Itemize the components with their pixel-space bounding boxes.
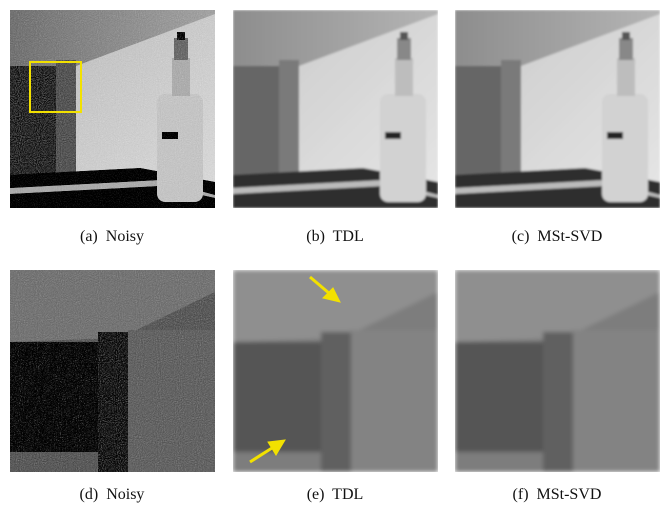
caption: (b) TDL [306,228,363,245]
caption: (d) Noisy [80,486,145,503]
panel-d: (d) Noisy [10,270,215,503]
panel-e: (e) TDL [233,270,438,503]
image-mst-svd [455,10,660,208]
caption: (c) MSt-SVD [512,228,603,245]
figure: (a) Noisy (b) TDL (c) MSt-SVD (d) Noisy … [0,0,660,510]
image-noisy-crop [10,270,215,472]
panel-f: (f) MSt-SVD [455,270,660,503]
caption: (a) Noisy [80,228,144,245]
panel-a: (a) Noisy [10,10,215,245]
caption: (e) TDL [307,486,364,503]
image-noisy [10,10,215,208]
caption: (f) MSt-SVD [513,486,602,503]
panel-b: (b) TDL [233,10,438,245]
image-mst-svd-crop [455,270,660,472]
image-tdl [233,10,438,208]
panel-c: (c) MSt-SVD [455,10,660,245]
